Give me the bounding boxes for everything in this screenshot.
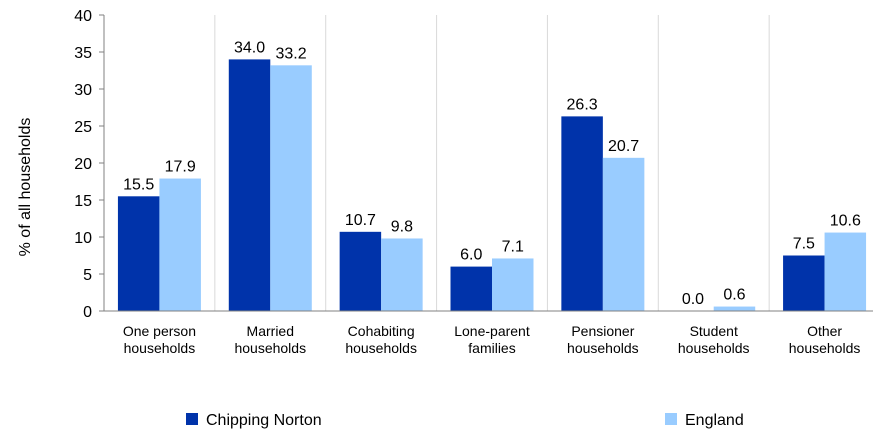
bar-england	[159, 178, 201, 311]
bar-england	[713, 306, 756, 311]
data-label: 9.8	[391, 218, 413, 235]
y-tick-label: 0	[83, 304, 92, 321]
grid-lines	[214, 15, 770, 311]
data-labels: 15.5 17.9 34.0 33.2 10.7 9.8 6.0 7.1 26.3 20.7 0.0…	[123, 39, 861, 308]
x-tick-label: Lone-parent families	[454, 323, 530, 356]
y-tick-label: 5	[83, 267, 92, 284]
y-tick-label: 10	[74, 230, 92, 247]
y-tick-label: 20	[74, 156, 92, 173]
data-label: 7.1	[502, 238, 524, 255]
x-tick-label: Student households	[678, 323, 750, 356]
bar-chipping-norton	[339, 231, 382, 311]
bar-england	[492, 258, 534, 311]
x-tick-label: One person households	[123, 323, 196, 356]
data-label: 0.0	[682, 291, 704, 308]
data-label: 34.0	[234, 39, 265, 56]
y-axis-title: % of all households	[17, 118, 34, 257]
legend: Chipping Norton England	[186, 412, 744, 429]
bar-chipping-norton	[450, 266, 492, 311]
y-tick-label: 30	[74, 82, 92, 99]
data-label: 15.5	[123, 176, 154, 193]
data-label: 20.7	[608, 138, 639, 155]
legend-swatch	[186, 413, 198, 425]
x-tick-label: Married households	[234, 323, 306, 356]
bars	[117, 59, 867, 312]
y-tick-label: 15	[74, 193, 92, 210]
legend-swatch	[665, 413, 677, 425]
y-tick-label: 35	[74, 45, 92, 62]
data-label: 33.2	[275, 45, 306, 62]
bar-england	[602, 157, 645, 311]
bar-chipping-norton	[117, 196, 160, 311]
bar-chipping-norton	[783, 255, 825, 311]
legend-label: Chipping Norton	[206, 412, 322, 429]
data-label: 0.6	[723, 287, 745, 304]
data-label: 26.3	[567, 96, 598, 113]
data-label: 10.6	[830, 213, 861, 230]
bar-chipping-norton	[561, 116, 603, 311]
y-tick-label: 40	[74, 8, 92, 25]
y-tick-label: 25	[74, 119, 92, 136]
x-tick-label: Other households	[789, 323, 861, 356]
legend-label: England	[685, 412, 744, 429]
bar-chipping-norton	[228, 59, 271, 312]
data-label: 7.5	[793, 236, 815, 253]
data-label: 6.0	[460, 247, 482, 264]
data-label: 10.7	[345, 212, 376, 229]
bar-england	[270, 65, 312, 311]
x-tick-label: Pensioner households	[567, 323, 639, 356]
data-label: 17.9	[165, 159, 196, 176]
axes: 0 5 10 15 20 25 30 35 40 One person households Marr…	[74, 8, 873, 356]
bar-england	[381, 238, 423, 311]
x-tick-label: Cohabiting households	[345, 323, 417, 356]
bar-england	[824, 232, 867, 311]
